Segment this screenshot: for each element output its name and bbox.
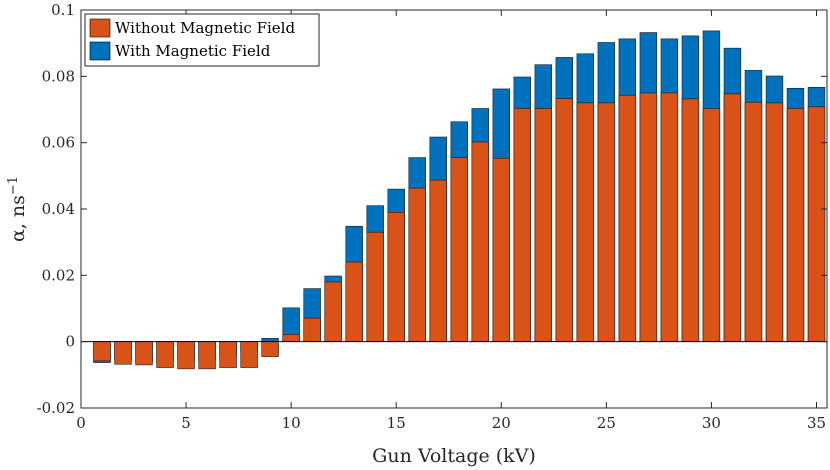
bar-without-magnetic-field-10 bbox=[282, 334, 300, 342]
bar-without-magnetic-field-30 bbox=[702, 108, 721, 342]
bar-without-magnetic-field-6 bbox=[198, 341, 216, 370]
x-tick-label-30: 30 bbox=[702, 414, 721, 432]
bar-without-magnetic-field-22 bbox=[534, 108, 553, 342]
y-tick-label-0: -0.02 bbox=[37, 399, 75, 417]
bar-without-magnetic-field-13 bbox=[345, 261, 363, 342]
bars-group bbox=[93, 30, 826, 370]
x-axis-title: Gun Voltage (kV) bbox=[372, 445, 536, 467]
bar-without-magnetic-field-34 bbox=[786, 108, 805, 342]
legend: Without Magnetic Field With Magnetic Fie… bbox=[84, 13, 320, 67]
bar-without-magnetic-field-35 bbox=[807, 106, 826, 342]
y-tick-label-1: 0 bbox=[65, 333, 75, 351]
bar-without-magnetic-field-14 bbox=[366, 231, 384, 342]
bar-without-magnetic-field-27 bbox=[639, 92, 658, 342]
bar-without-magnetic-field-16 bbox=[408, 187, 426, 342]
bar-without-magnetic-field-31 bbox=[723, 93, 742, 342]
y-tick-label-5: 0.08 bbox=[42, 67, 75, 85]
bar-without-magnetic-field-28 bbox=[660, 92, 679, 342]
bar-without-magnetic-field-15 bbox=[387, 212, 405, 342]
bar-without-magnetic-field-25 bbox=[597, 102, 616, 342]
x-tick-label-35: 35 bbox=[807, 414, 826, 432]
bar-without-magnetic-field-17 bbox=[429, 179, 447, 342]
legend-label-without-field: Without Magnetic Field bbox=[115, 19, 295, 37]
bar-without-magnetic-field-3 bbox=[135, 341, 153, 366]
x-tick-label-20: 20 bbox=[492, 414, 511, 432]
y-tick-label-2: 0.02 bbox=[42, 266, 75, 284]
y-axis-title-exponent: −1 bbox=[6, 176, 21, 195]
bar-without-magnetic-field-9 bbox=[261, 341, 279, 357]
bar-without-magnetic-field-8 bbox=[240, 341, 258, 368]
bar-without-magnetic-field-26 bbox=[618, 94, 637, 342]
bar-without-magnetic-field-18 bbox=[450, 157, 468, 342]
bar-without-magnetic-field-7 bbox=[219, 341, 237, 368]
bar-without-magnetic-field-4 bbox=[156, 341, 174, 368]
bar-without-magnetic-field-24 bbox=[576, 102, 595, 342]
x-tick-label-10: 10 bbox=[282, 414, 301, 432]
x-tick-label-0: 0 bbox=[76, 414, 86, 432]
bar-without-magnetic-field-33 bbox=[765, 102, 784, 342]
bar-without-magnetic-field-2 bbox=[114, 341, 132, 365]
bar-without-magnetic-field-5 bbox=[177, 341, 195, 370]
y-tick-label-3: 0.04 bbox=[42, 200, 75, 218]
bar-without-magnetic-field-23 bbox=[555, 98, 574, 342]
bar-without-magnetic-field-19 bbox=[471, 141, 489, 342]
bar-without-magnetic-field-12 bbox=[324, 281, 342, 342]
x-tick-label-15: 15 bbox=[387, 414, 406, 432]
bar-without-magnetic-field-32 bbox=[744, 101, 763, 342]
bar-without-magnetic-field-21 bbox=[513, 108, 532, 342]
x-tick-label-5: 5 bbox=[181, 414, 191, 432]
bar-without-magnetic-field-29 bbox=[681, 98, 700, 342]
legend-swatch-without-field bbox=[89, 18, 111, 38]
legend-label-with-field: With Magnetic Field bbox=[115, 42, 271, 60]
bar-without-magnetic-field-1 bbox=[93, 341, 111, 362]
y-tick-label-4: 0.06 bbox=[42, 134, 75, 152]
bar-without-magnetic-field-20 bbox=[492, 157, 510, 342]
legend-swatch-with-field bbox=[89, 41, 111, 61]
y-axis-title: α, ns−1 bbox=[6, 176, 29, 242]
y-tick-label-6: 0.1 bbox=[51, 1, 75, 19]
plot-frame bbox=[80, 9, 828, 409]
legend-box bbox=[84, 13, 320, 67]
x-tick-label-25: 25 bbox=[597, 414, 616, 432]
bar-without-magnetic-field-11 bbox=[303, 317, 321, 342]
y-axis-title-main: α, ns bbox=[7, 195, 29, 242]
